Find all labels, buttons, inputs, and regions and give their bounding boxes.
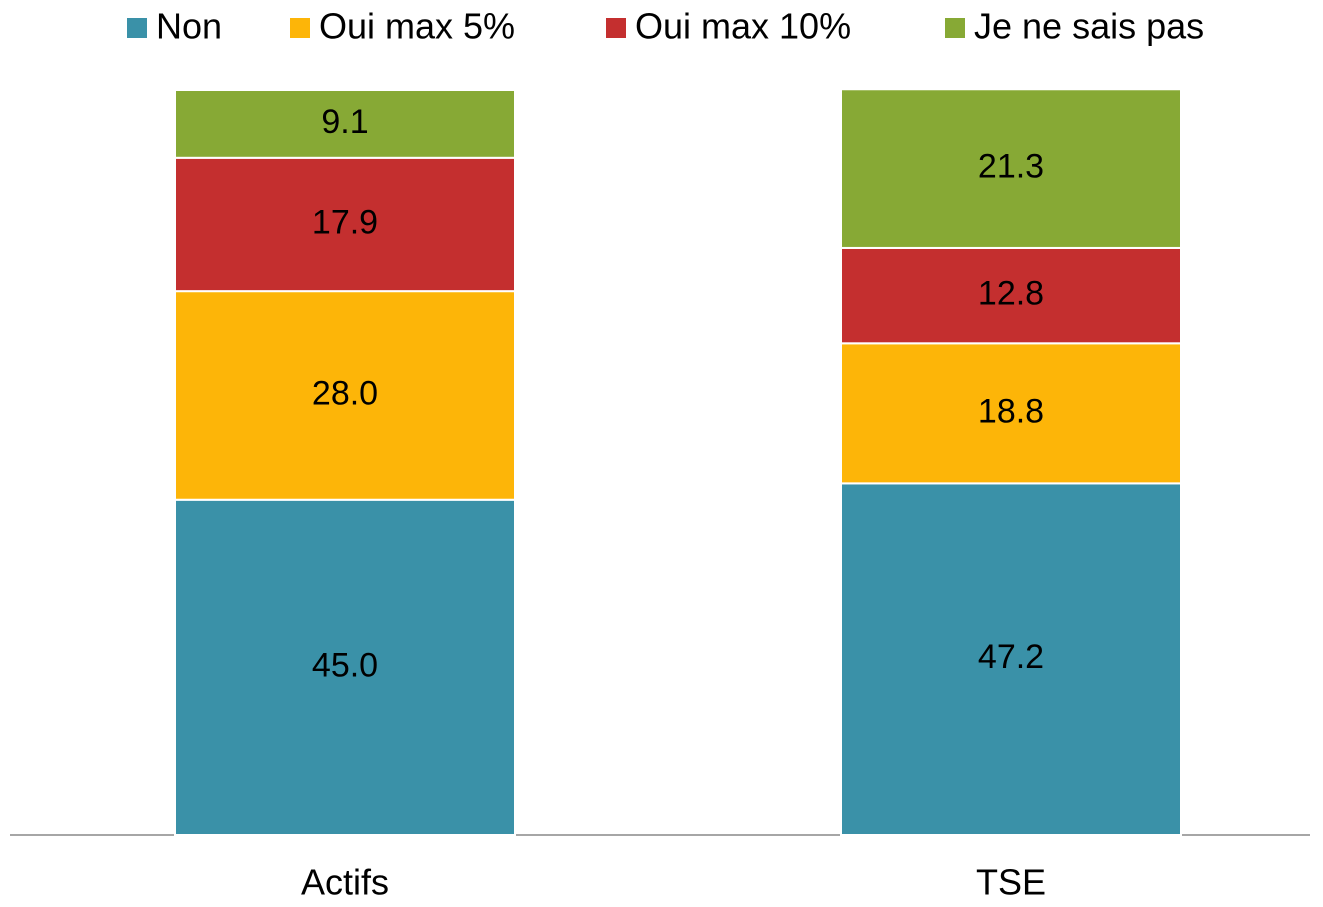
legend-swatch [127, 18, 147, 38]
bar-segment [840, 342, 1182, 485]
value-label: 47.2 [978, 638, 1044, 676]
legend-swatch [290, 18, 310, 38]
bar-segment [174, 290, 516, 501]
value-label: 12.8 [978, 275, 1044, 313]
bar-segment [840, 482, 1182, 836]
legend-label: Oui max 10% [635, 6, 851, 47]
value-label: 9.1 [321, 103, 368, 141]
legend-label: Je ne sais pas [974, 6, 1204, 47]
legend-label: Oui max 5% [319, 6, 515, 47]
legend-label: Non [156, 6, 222, 47]
bar-segment [840, 88, 1182, 249]
x-tick-label: Actifs [301, 862, 389, 902]
legend-swatch [945, 18, 965, 38]
value-label: 17.9 [312, 203, 378, 241]
legend-swatch [606, 18, 626, 38]
value-label: 45.0 [312, 646, 378, 684]
value-label: 28.0 [312, 374, 378, 412]
value-label: 18.8 [978, 392, 1044, 430]
x-tick-label: TSE [976, 862, 1046, 902]
bar-segment [840, 246, 1182, 345]
bar-segment [174, 498, 516, 836]
bar-segment [174, 89, 516, 159]
value-label: 21.3 [978, 148, 1044, 186]
